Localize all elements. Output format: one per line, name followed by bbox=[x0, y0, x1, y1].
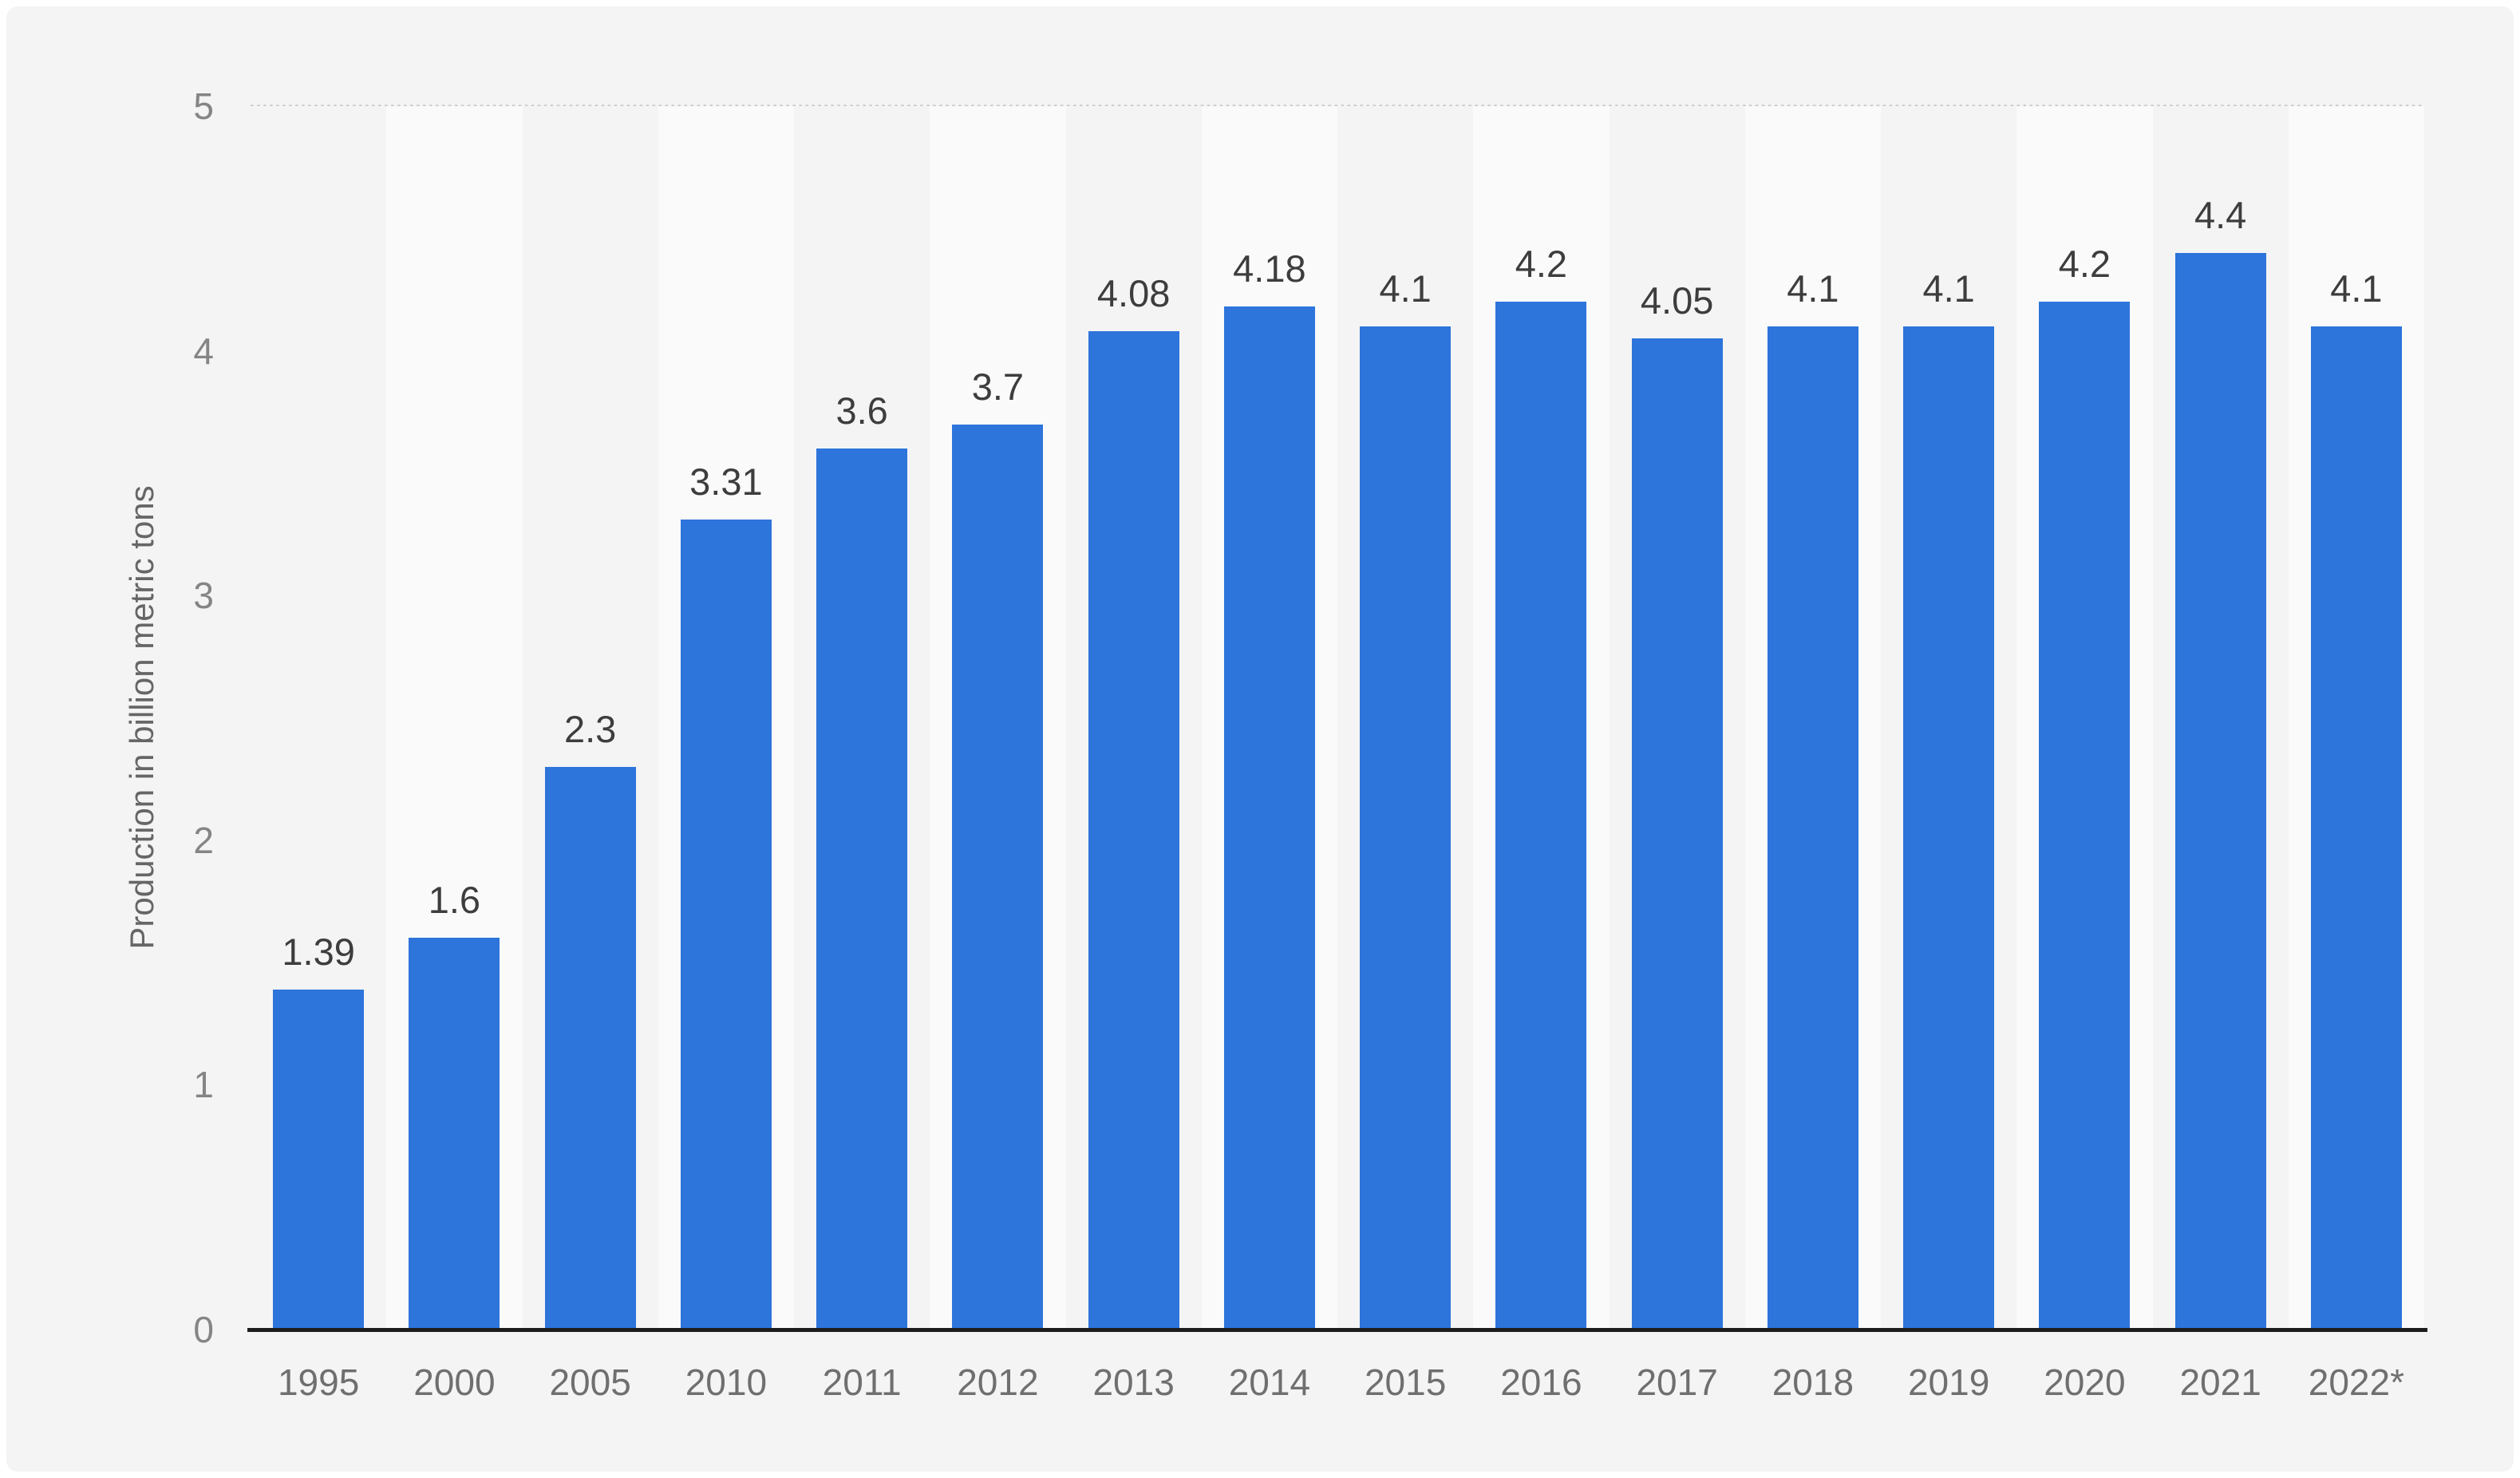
bar-value-label: 4.1 bbox=[1922, 267, 1975, 310]
bar-value-label: 4.4 bbox=[2194, 193, 2247, 236]
x-axis-label-2020: 2020 bbox=[2044, 1361, 2126, 1403]
bar-2015[interactable] bbox=[1360, 326, 1452, 1330]
bar-value-label: 4.1 bbox=[1379, 267, 1432, 310]
x-axis-label-2017: 2017 bbox=[1636, 1361, 1718, 1403]
plot-column-2017: 4.05 bbox=[1609, 106, 1745, 1330]
x-axis-label-2000: 2000 bbox=[413, 1361, 496, 1403]
bar-2016[interactable] bbox=[1495, 302, 1587, 1330]
bar-value-label: 4.08 bbox=[1096, 272, 1171, 315]
bar-value-label: 4.1 bbox=[1787, 267, 1839, 310]
plot-column-2013: 4.08 bbox=[1065, 106, 1202, 1330]
y-axis-tick-2: 2 bbox=[193, 819, 214, 861]
x-axis-label-2013: 2013 bbox=[1092, 1361, 1175, 1403]
x-axis-label-1995: 1995 bbox=[277, 1361, 360, 1403]
x-axis-label-2015: 2015 bbox=[1364, 1361, 1447, 1403]
bar-2012[interactable] bbox=[952, 424, 1044, 1330]
bar-2000[interactable] bbox=[409, 938, 500, 1330]
plot-column-2005: 2.3 bbox=[522, 106, 658, 1330]
x-axis-category-labels: 1995 2000 2005 2010 2011 2012 2013 2014 2015 2016… bbox=[251, 1361, 2424, 1403]
x-axis-label-2022*: 2022* bbox=[2308, 1361, 2404, 1403]
bar-2020[interactable] bbox=[2039, 302, 2131, 1330]
plot-column-2000: 1.6 bbox=[386, 106, 523, 1330]
x-axis-line bbox=[247, 1328, 2427, 1332]
x-axis-label-2014: 2014 bbox=[1228, 1361, 1311, 1403]
plot-column-1995: 1.39 bbox=[251, 106, 387, 1330]
bar-2018[interactable] bbox=[1767, 326, 1858, 1330]
plot-column-2019: 4.1 bbox=[1881, 106, 2017, 1330]
bar-value-label: 3.6 bbox=[835, 389, 888, 433]
bar-value-label: 4.1 bbox=[2330, 267, 2383, 310]
x-axis-label-2005: 2005 bbox=[549, 1361, 631, 1403]
y-axis-tick-1: 1 bbox=[193, 1064, 214, 1106]
bar-value-label: 2.3 bbox=[563, 707, 617, 750]
bar-2017[interactable] bbox=[1631, 338, 1723, 1330]
x-axis-label-2016: 2016 bbox=[1500, 1361, 1582, 1403]
y-axis-tick-5: 5 bbox=[193, 85, 214, 127]
plot-column-2015: 4.1 bbox=[1337, 106, 1474, 1330]
bar-value-label: 1.39 bbox=[282, 930, 355, 973]
plot-column-2016: 4.2 bbox=[1473, 106, 1610, 1330]
plot-column-2020: 4.2 bbox=[2016, 106, 2153, 1330]
bar-value-label: 1.6 bbox=[428, 879, 481, 922]
bar-2014[interactable] bbox=[1223, 306, 1315, 1330]
bar-value-label: 3.31 bbox=[689, 460, 763, 504]
bar-2021[interactable] bbox=[2174, 252, 2266, 1330]
x-axis-label-2019: 2019 bbox=[1907, 1361, 1990, 1403]
bar-2022*[interactable] bbox=[2310, 326, 2402, 1330]
bar-2011[interactable] bbox=[816, 449, 908, 1330]
plot-column-2022*: 4.1 bbox=[2288, 106, 2424, 1330]
y-axis-tick-labels: 5 4 3 2 1 0 bbox=[6, 85, 214, 1350]
plot-column-2021: 4.4 bbox=[2152, 106, 2289, 1330]
x-axis-label-2010: 2010 bbox=[685, 1361, 768, 1403]
bar-value-label: 4.2 bbox=[2058, 243, 2111, 286]
plot-column-2014: 4.18 bbox=[1201, 106, 1337, 1330]
y-axis-tick-3: 3 bbox=[193, 575, 214, 617]
plot-column-2011: 3.6 bbox=[794, 106, 930, 1330]
bar-2013[interactable] bbox=[1088, 331, 1179, 1330]
bar-value-label: 4.18 bbox=[1233, 247, 1306, 290]
y-axis-title: Production in billion metric tons bbox=[123, 485, 160, 950]
bar-1995[interactable] bbox=[273, 989, 365, 1330]
chart-card: 1.39 1.6 2.3 3.31 3.6 3.7 4.08 4.18 4.1 4.2 4.05 4.… bbox=[6, 6, 2514, 1472]
plot-column-2012: 3.7 bbox=[930, 106, 1066, 1330]
x-axis-label-2011: 2011 bbox=[822, 1361, 902, 1403]
x-axis-label-2021: 2021 bbox=[2179, 1361, 2261, 1403]
x-axis-label-2012: 2012 bbox=[957, 1361, 1039, 1403]
bar-value-label: 3.7 bbox=[971, 365, 1025, 408]
plot-column-2010: 3.31 bbox=[658, 106, 794, 1330]
bar-2005[interactable] bbox=[544, 766, 636, 1330]
x-axis-label-2018: 2018 bbox=[1772, 1361, 1854, 1403]
y-axis-tick-4: 4 bbox=[193, 330, 214, 372]
plot-area: 1.39 1.6 2.3 3.31 3.6 3.7 4.08 4.18 4.1 4.2 4.05 4.… bbox=[251, 106, 2424, 1330]
bar-2010[interactable] bbox=[680, 520, 772, 1330]
plot-column-2018: 4.1 bbox=[1744, 106, 1881, 1330]
bar-value-label: 4.2 bbox=[1515, 243, 1568, 286]
bar-2019[interactable] bbox=[1903, 326, 1995, 1330]
y-axis-tick-0: 0 bbox=[193, 1309, 214, 1350]
bar-value-label: 4.05 bbox=[1640, 279, 1714, 322]
